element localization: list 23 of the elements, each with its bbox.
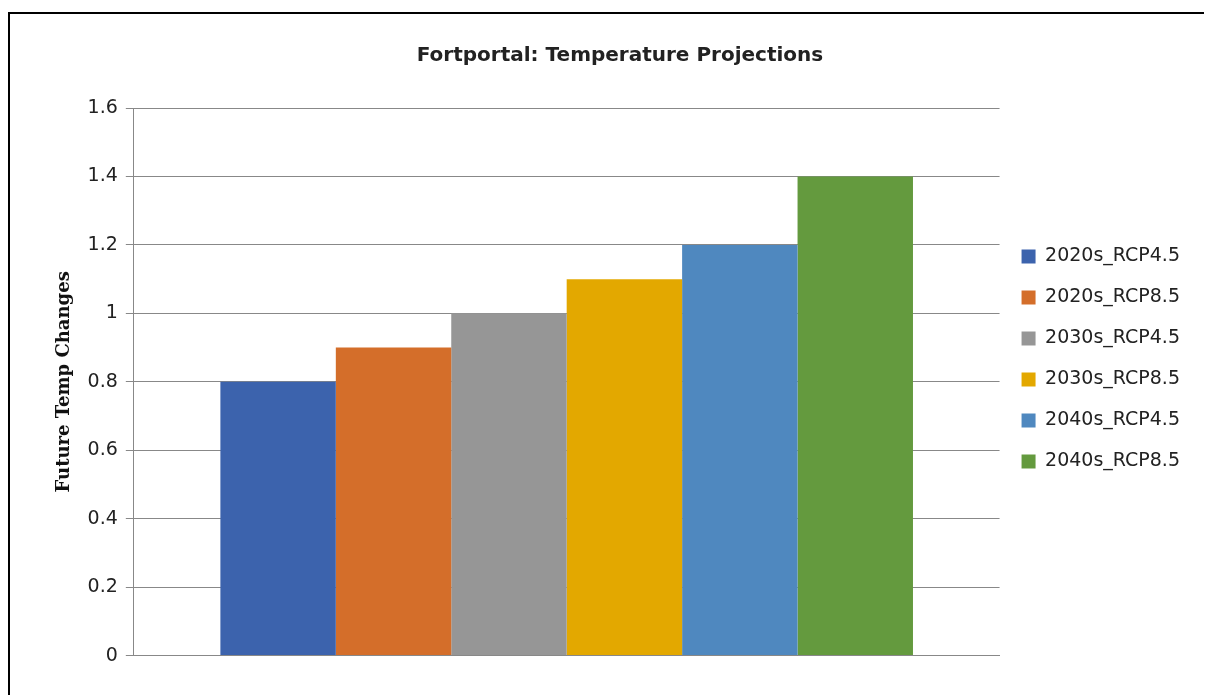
bar [682,244,798,656]
y-tick-label: 0.2 [87,574,118,597]
chart-title: Fortportal: Temperature Projections [416,42,824,67]
y-tick-label: 1 [105,300,118,323]
legend-label: 2030s_RCP8.5 [1045,366,1180,390]
y-tick-label: 0.8 [87,368,118,391]
legend-label: 2020s_RCP4.5 [1045,243,1180,267]
bar [451,313,567,656]
y-tick-label: 0 [105,642,118,665]
legend-label: 2040s_RCP4.5 [1045,407,1180,431]
legend-label: 2030s_RCP4.5 [1045,325,1180,349]
bar [797,176,913,656]
legend-label: 2020s_RCP8.5 [1045,284,1180,308]
y-tick-label: 1.4 [87,163,118,186]
bar [335,347,452,656]
bar [220,381,336,656]
y-tick-label: 0.4 [87,505,118,528]
y-tick-label: 0.6 [87,437,118,460]
legend-label: 2040s_RCP8.5 [1045,448,1180,472]
y-axis-title: Future Temp Changes [52,271,74,493]
y-tick-label: 1.2 [87,231,118,254]
y-tick-label: 1.6 [87,94,118,117]
bar [566,279,683,656]
